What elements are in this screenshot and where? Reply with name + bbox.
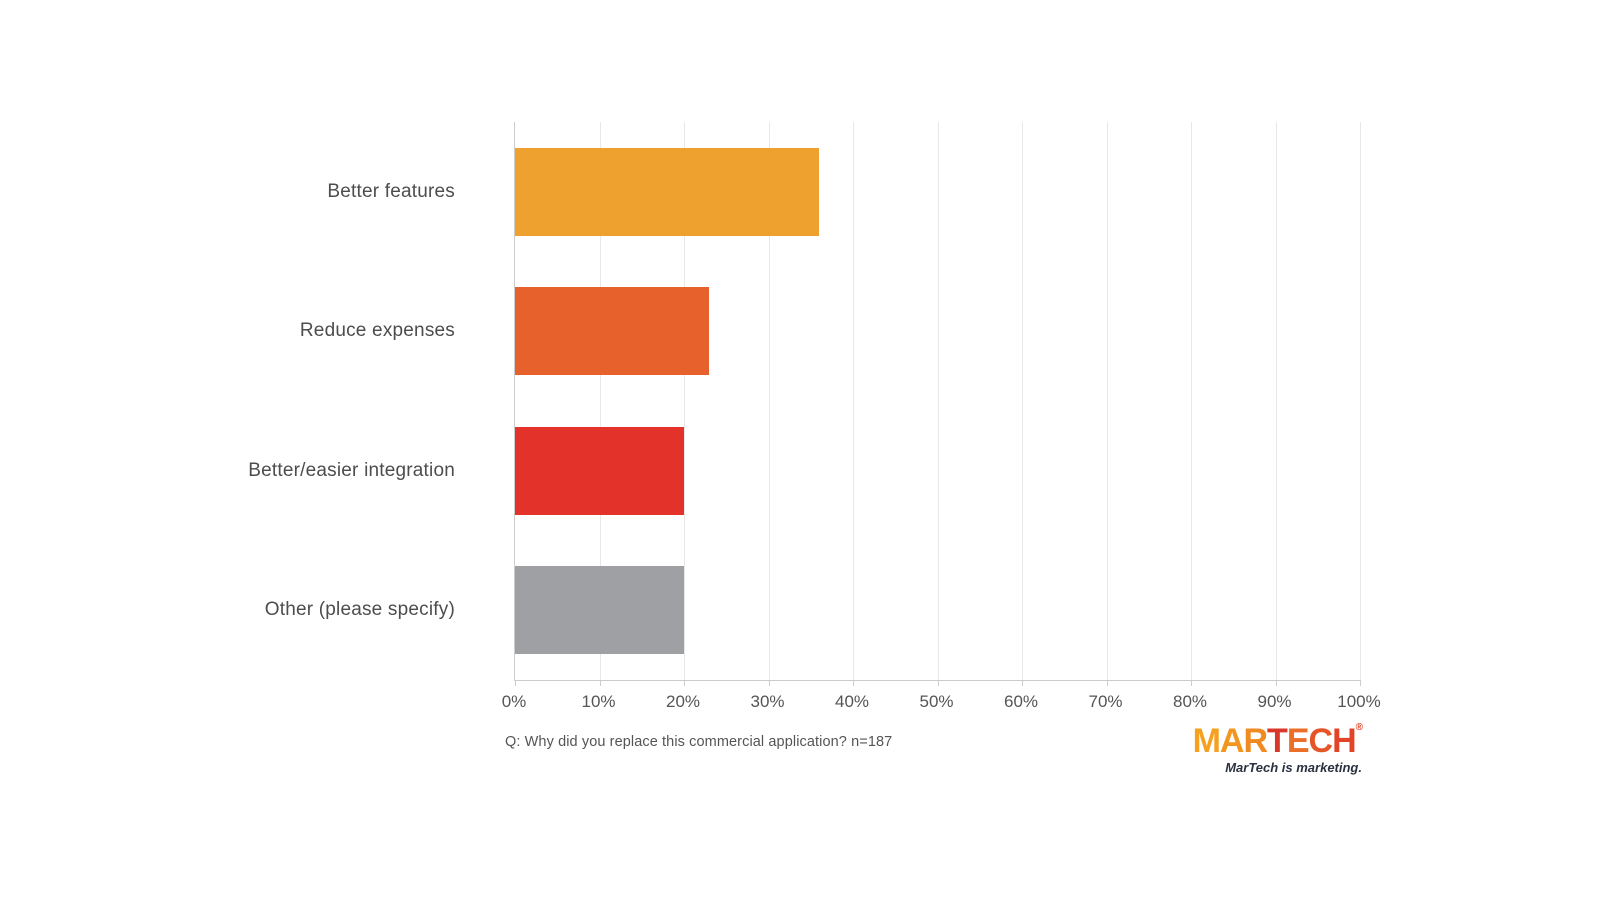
registered-mark: ® (1355, 722, 1363, 733)
bar-better-features (515, 147, 820, 236)
axis-tick-0pct (515, 680, 516, 686)
x-tick-label-60pct: 60% (1003, 692, 1039, 711)
x-tick-label-0pct: 0% (501, 692, 527, 711)
bar-reduce-expenses (515, 287, 710, 376)
axis-tick-90pct (1275, 680, 1277, 686)
value-axis: 0% 10% 20% 30% 40% 50% 60% 70% 80% 90% 100% (502, 692, 1381, 722)
gridline-40pct (853, 122, 854, 680)
gridline-30pct (768, 122, 770, 680)
axis-tick-60pct (1022, 680, 1023, 686)
gridline-100pct (1360, 122, 1361, 680)
martech-logo: MARTECH® MarTech is marketing. (1192, 722, 1363, 775)
gridline-60pct (1022, 122, 1023, 680)
axis-tick-30pct (768, 680, 770, 686)
martech-logo-letter: A (1219, 722, 1245, 760)
gridline-10pct (599, 122, 601, 680)
axis-tick-80pct (1191, 680, 1192, 686)
martech-logo-letter: C (1308, 722, 1334, 760)
gridline-80pct (1191, 122, 1192, 680)
axis-tick-40pct (853, 680, 854, 686)
x-tick-label-20pct: 20% (665, 692, 701, 711)
martech-logo-letter: E (1286, 722, 1310, 760)
bar-other-please-specify (515, 566, 684, 655)
axis-tick-20pct (684, 680, 685, 686)
gridline-50pct (937, 122, 939, 680)
axis-tick-100pct (1360, 680, 1361, 686)
x-tick-label-90pct: 90% (1257, 692, 1292, 711)
plot-area (514, 122, 1361, 686)
gridline-70pct (1106, 122, 1108, 680)
martech-logo-letter: H (1332, 722, 1357, 760)
category-label-better-easier-integration: Better/easier integration (248, 459, 455, 481)
martech-logo-letter: R (1243, 722, 1268, 760)
category-label-reduce-expenses: Reduce expenses (299, 320, 455, 342)
x-tick-label-40pct: 40% (834, 692, 870, 711)
martech-logo-letter: T (1267, 722, 1288, 760)
category-label-other-please-specify: Other (please specify) (264, 599, 455, 621)
x-tick-label-80pct: 80% (1172, 692, 1208, 711)
x-tick-label-30pct: 30% (750, 692, 785, 711)
martech-tagline: MarTech is marketing. (1225, 760, 1362, 775)
gridline-20pct (684, 122, 685, 680)
category-label-better-features: Better features (327, 180, 455, 202)
axis-tick-10pct (599, 680, 601, 686)
axis-tick-70pct (1106, 680, 1108, 686)
bar-better-easier-integration (515, 426, 684, 515)
martech-logo-letter: M (1192, 722, 1221, 760)
x-tick-label-70pct: 70% (1088, 692, 1123, 711)
axis-tick-50pct (937, 680, 939, 686)
chart-caption: Q: Why did you replace this commercial a… (505, 734, 893, 750)
x-tick-label-100pct: 100% (1337, 692, 1381, 711)
x-tick-label-50pct: 50% (919, 692, 954, 711)
martech-logo-text: MARTECH® (1192, 722, 1363, 760)
category-axis: Better features Reduce expenses Better/eas… (0, 122, 485, 680)
x-tick-label-10pct: 10% (581, 692, 616, 711)
gridline-90pct (1275, 122, 1277, 680)
